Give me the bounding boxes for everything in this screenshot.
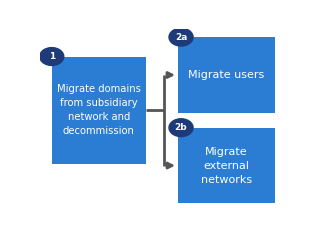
Text: 2a: 2a bbox=[175, 33, 187, 42]
Circle shape bbox=[168, 28, 194, 47]
Bar bbox=[270, 37, 275, 113]
Text: Migrate domains
from subsidiary
network and
decommission: Migrate domains from subsidiary network … bbox=[57, 84, 141, 136]
Text: Migrate
external
networks: Migrate external networks bbox=[201, 147, 252, 185]
Bar bbox=[270, 128, 275, 204]
Circle shape bbox=[168, 118, 194, 137]
Bar bbox=[178, 37, 275, 113]
Bar bbox=[178, 128, 275, 204]
Text: Migrate users: Migrate users bbox=[188, 70, 264, 80]
Text: 2b: 2b bbox=[175, 123, 187, 132]
Bar bbox=[52, 57, 146, 164]
Text: 1: 1 bbox=[49, 52, 55, 61]
Circle shape bbox=[39, 47, 64, 66]
